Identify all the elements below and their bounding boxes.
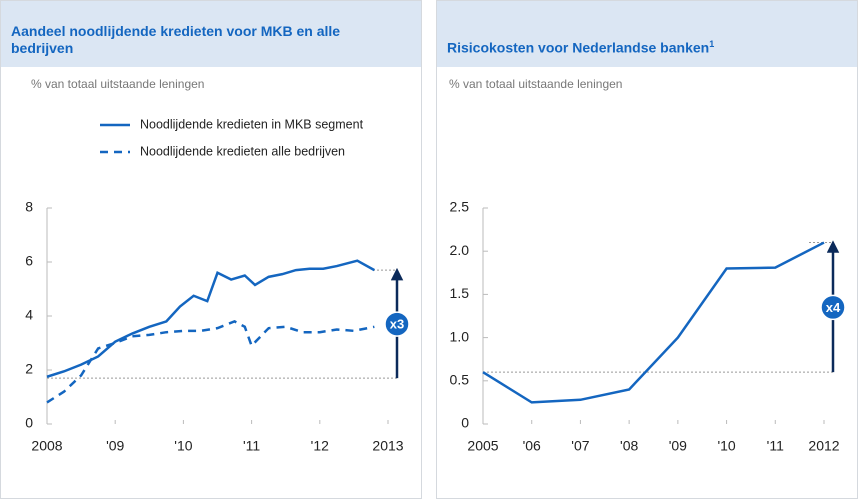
x-tick-label: '09 bbox=[669, 438, 687, 454]
annotation-badge bbox=[820, 294, 846, 321]
y-tick-label: 0 bbox=[25, 415, 33, 431]
x-tick-label: '06 bbox=[523, 438, 541, 454]
chart-title: Risicokosten voor Nederlandse banken1 bbox=[447, 36, 832, 57]
data-line bbox=[482, 241, 825, 404]
chart-title: Aandeel noodlijdende kredieten voor MKB … bbox=[11, 23, 341, 56]
x-tick-label: 2013 bbox=[372, 438, 403, 454]
legend-label: Noodlijdende kredieten in MKB segment bbox=[140, 117, 364, 131]
y-tick-label: 2.5 bbox=[450, 199, 470, 215]
footnote-mark: 1 bbox=[709, 39, 715, 50]
y-tick-label: 1.0 bbox=[450, 328, 470, 344]
y-tick-label: 0 bbox=[461, 415, 469, 431]
panel: Aandeel noodlijdende kredieten voor MKB … bbox=[0, 0, 422, 499]
panel-header: Aandeel noodlijdende kredieten voor MKB … bbox=[1, 1, 421, 67]
title-text: Risicokosten voor Nederlandse banken bbox=[447, 40, 710, 56]
x-tick-label: '09 bbox=[106, 438, 124, 454]
data-line bbox=[46, 320, 375, 404]
x-tick-label: '12 bbox=[311, 438, 329, 454]
annotation-label: x3 bbox=[390, 317, 404, 332]
x-tick-label: '07 bbox=[571, 438, 589, 454]
chart-subtitle: % van totaal uitstaande leningen bbox=[449, 77, 623, 91]
x-tick-label: 2005 bbox=[467, 438, 498, 454]
y-tick-label: 4 bbox=[25, 307, 33, 323]
y-tick-label: 0.5 bbox=[450, 372, 470, 388]
y-tick-label: 2.0 bbox=[450, 242, 470, 258]
annotation-label: x4 bbox=[826, 300, 841, 315]
data-line bbox=[46, 259, 375, 378]
x-tick-label: 2012 bbox=[808, 438, 839, 454]
chart-subtitle: % van totaal uitstaande leningen bbox=[31, 77, 205, 91]
x-tick-label: '08 bbox=[620, 438, 638, 454]
legend-label: Noodlijdende kredieten alle bedrijven bbox=[140, 144, 345, 158]
x-tick-label: '11 bbox=[767, 438, 784, 454]
x-tick-label: '11 bbox=[243, 438, 260, 454]
y-tick-label: 2 bbox=[25, 361, 33, 377]
panel: Risicokosten voor Nederlandse banken1 % … bbox=[436, 0, 858, 499]
panel-header: Risicokosten voor Nederlandse banken1 bbox=[437, 1, 857, 67]
annotation-badge bbox=[384, 311, 410, 337]
y-tick-label: 6 bbox=[25, 253, 33, 269]
x-tick-label: '10 bbox=[174, 438, 192, 454]
x-tick-label: 2008 bbox=[31, 438, 62, 454]
x-tick-label: '10 bbox=[717, 438, 735, 454]
y-tick-label: 8 bbox=[25, 199, 33, 215]
y-tick-label: 1.5 bbox=[450, 285, 470, 301]
